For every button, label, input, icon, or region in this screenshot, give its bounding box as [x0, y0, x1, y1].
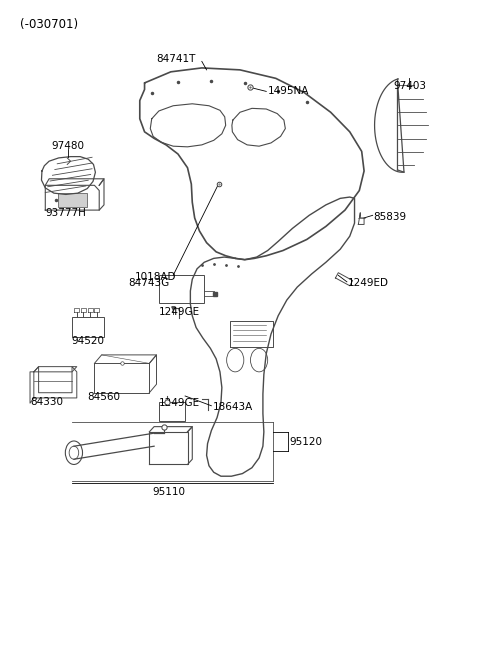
Circle shape	[69, 446, 79, 459]
Text: 95110: 95110	[152, 487, 185, 497]
Text: 93777H: 93777H	[46, 208, 86, 217]
Text: 95120: 95120	[289, 437, 323, 447]
Text: 18643A: 18643A	[212, 402, 252, 412]
Text: 97403: 97403	[393, 81, 426, 91]
Text: 1249GE: 1249GE	[159, 307, 200, 317]
Text: 97480: 97480	[52, 141, 84, 151]
Text: 1018AD: 1018AD	[135, 272, 177, 282]
Text: 84743G: 84743G	[128, 278, 169, 288]
Text: 84330: 84330	[30, 397, 63, 407]
Text: (-030701): (-030701)	[21, 18, 79, 31]
Text: 84560: 84560	[87, 392, 120, 402]
Text: 85839: 85839	[373, 212, 407, 221]
Text: 1249ED: 1249ED	[348, 278, 389, 288]
Circle shape	[65, 441, 83, 464]
Bar	[58, 193, 87, 208]
Text: 1249GE: 1249GE	[159, 398, 200, 408]
Bar	[159, 275, 204, 303]
Text: 1495NA: 1495NA	[268, 86, 309, 96]
Text: 94520: 94520	[72, 335, 105, 346]
Text: 84741T: 84741T	[156, 54, 195, 64]
Bar	[159, 402, 185, 421]
Bar	[72, 317, 105, 337]
